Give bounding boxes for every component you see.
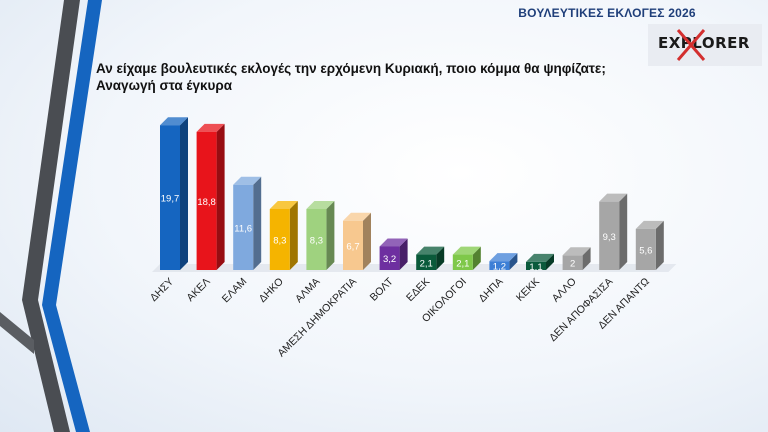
bar-side — [509, 253, 518, 270]
category-label: ΒΟΛΤ — [368, 275, 396, 303]
bar-2 — [196, 123, 225, 270]
bar-13 — [599, 193, 628, 270]
bar-side — [546, 253, 554, 270]
question-text: Αν είχαμε βουλευτικές εκλογές την ερχόμε… — [96, 60, 636, 94]
bar-top — [269, 200, 298, 209]
bar-side — [582, 247, 591, 270]
data-label: 3,2 — [383, 254, 396, 265]
question-line-1: Αν είχαμε βουλευτικές εκλογές την ερχόμε… — [96, 61, 606, 76]
bar-side — [253, 176, 262, 270]
bar-side — [180, 117, 188, 270]
bar-top — [416, 246, 445, 255]
bar-top — [599, 193, 628, 202]
bar-top — [635, 220, 664, 229]
logo-text: EXPLORER — [658, 34, 750, 52]
category-label: ΔΗΠΑ — [476, 276, 505, 305]
data-label: 1,2 — [493, 262, 506, 273]
bar-side — [216, 123, 225, 270]
bar-11 — [526, 253, 554, 270]
blue-stripe — [42, 0, 102, 432]
bar-top — [452, 246, 481, 255]
data-label: 2,1 — [420, 258, 433, 269]
bar-top — [233, 176, 262, 185]
bar-1 — [160, 117, 188, 270]
bar-front — [599, 201, 620, 270]
bar-front — [306, 208, 327, 270]
bar-front — [233, 184, 254, 270]
bar-top — [526, 253, 554, 262]
category-label: ΑΛΛΟ — [550, 276, 579, 305]
bar-front — [526, 261, 546, 270]
data-label: 9,3 — [603, 232, 616, 243]
bar-side — [619, 193, 628, 270]
data-label: 6,7 — [346, 241, 359, 252]
category-label: ΕΛΑΜ — [220, 276, 250, 306]
category-label: ΑΚΕΛ — [184, 276, 212, 304]
explorer-logo: EXPLORER — [648, 24, 762, 66]
data-label: 8,3 — [273, 235, 286, 246]
bar-top — [196, 123, 225, 132]
category-label: ΚΕΚΚ — [514, 276, 542, 304]
category-label: ΕΔΕΚ — [404, 276, 432, 304]
bar-3 — [233, 176, 262, 270]
dark-stripe — [22, 0, 80, 432]
bar-10 — [489, 253, 518, 270]
bar-12 — [562, 247, 591, 270]
bar-front — [379, 246, 400, 270]
data-label: 5,6 — [639, 245, 652, 256]
bar-front — [269, 208, 290, 270]
category-label: ΔΗΣΥ — [148, 276, 176, 304]
dark-stripe-lower — [0, 312, 34, 354]
bar-5 — [306, 200, 335, 270]
data-label: 2 — [570, 259, 575, 270]
data-label: 18,8 — [197, 197, 216, 208]
bar-front — [343, 220, 363, 270]
bar-6 — [343, 212, 371, 270]
bar-side — [472, 246, 481, 270]
data-label: 2,1 — [456, 258, 469, 269]
bar-top — [343, 212, 371, 221]
bar-front — [452, 254, 473, 270]
bar-side — [399, 238, 408, 270]
category-label: ΔΕΝ ΑΠΟΦΑΣΙΣΑ — [547, 276, 615, 344]
bar-7 — [379, 238, 408, 270]
bar-front — [489, 261, 510, 270]
bar-4 — [269, 200, 298, 270]
bar-8 — [416, 246, 445, 270]
data-label: 19,7 — [161, 194, 180, 205]
bar-side — [363, 212, 371, 270]
category-label: ΔΗΚΟ — [257, 276, 286, 305]
data-label: 8,3 — [310, 235, 323, 246]
logo-cross-mark — [676, 29, 706, 61]
question-line-2: Αναγωγή στα έγκυρα — [96, 78, 233, 93]
bar-side — [655, 220, 664, 270]
chart-floor — [152, 264, 677, 272]
bar-top — [379, 238, 408, 247]
bar-top — [306, 200, 335, 209]
bar-side — [436, 246, 445, 270]
header-title: ΒΟΥΛΕΥΤΙΚΕΣ ΕΚΛΟΓΕΣ 2026 — [518, 6, 696, 20]
bar-top — [562, 247, 591, 256]
bar-front — [416, 254, 437, 270]
bar-front — [635, 228, 656, 270]
data-label: 1,1 — [529, 262, 542, 273]
bar-front — [196, 131, 217, 270]
bar-side — [289, 200, 298, 270]
data-label: 11,6 — [234, 223, 252, 234]
category-label: ΑΛΜΑ — [293, 276, 323, 306]
bar-top — [489, 253, 518, 262]
bar-top — [160, 117, 188, 126]
bar-9 — [452, 246, 481, 270]
bar-front — [562, 255, 583, 270]
bar-14 — [635, 220, 664, 270]
bar-side — [326, 200, 335, 270]
bar-front — [160, 125, 180, 270]
